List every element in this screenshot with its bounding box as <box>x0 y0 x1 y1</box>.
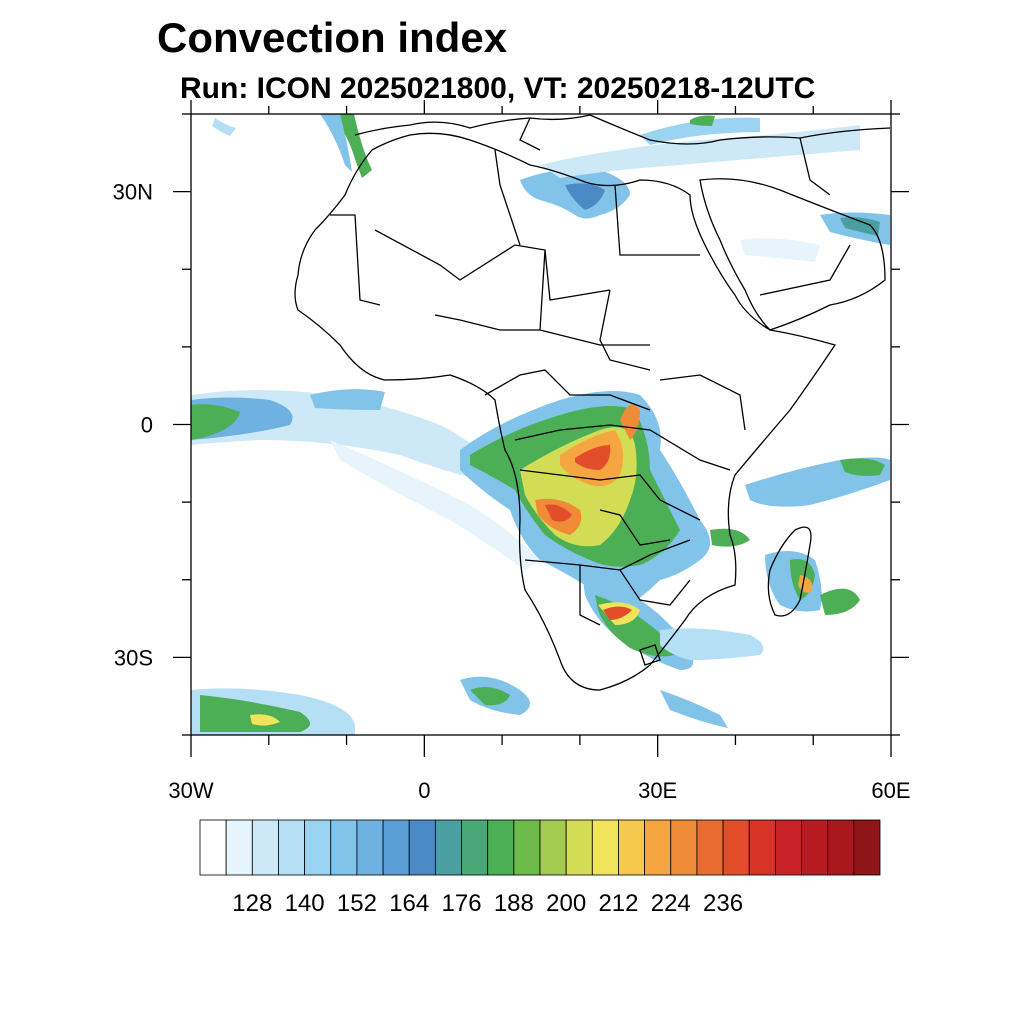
chart-subtitle: Run: ICON 2025021800, VT: 20250218-12UTC <box>180 72 816 105</box>
turkey-levant <box>799 137 831 196</box>
field-patch-s-atlantic-green <box>470 686 510 706</box>
field-patch-indian-green <box>840 458 885 476</box>
axis-ticks: 30N 0 30S 30W 0 30E 60E <box>113 100 911 803</box>
field-patch-congo-red <box>575 445 611 470</box>
field-patch-atlantic-n <box>212 118 236 136</box>
field-patch-gulf-core <box>840 217 880 236</box>
border-sahel <box>374 229 611 301</box>
field-patch-cape-tail <box>660 690 728 728</box>
field-patch-itcz-green <box>191 404 240 440</box>
field-patch-tail <box>330 440 540 570</box>
italy-outline <box>519 117 541 151</box>
colorbar-box <box>853 819 881 876</box>
border-ethiopia <box>659 374 746 431</box>
field-patch-madagascar-orange <box>798 575 813 593</box>
colorbar-box <box>356 819 384 876</box>
border-zambia <box>599 509 671 546</box>
colorbar-label: 176 <box>442 890 482 917</box>
border-botswana-zim <box>619 569 691 606</box>
field-patch-south-red <box>603 606 632 620</box>
lat-tick-label: 30S <box>114 645 153 670</box>
border-algeria-libya <box>494 149 521 246</box>
field-patch-natal <box>660 628 764 660</box>
field-patch-angola-red <box>545 504 572 522</box>
colorbar-box <box>774 819 802 876</box>
colorbar-box <box>696 819 724 876</box>
border-namibia-botswana <box>579 565 601 626</box>
madagascar-outline <box>767 526 812 617</box>
colorbar-box <box>670 819 698 876</box>
colorbar-label: 128 <box>232 890 272 917</box>
colorbar-box <box>618 819 646 876</box>
field-patch-madagascar-east <box>820 588 860 615</box>
border-drc-north <box>514 424 731 471</box>
colorbar-box <box>539 819 567 876</box>
colorbar-label: 140 <box>285 890 325 917</box>
field-patch-mozambique <box>710 528 750 547</box>
border-libya-egypt <box>614 184 700 256</box>
colorbar-label: 200 <box>546 890 586 917</box>
country-borders <box>294 114 891 691</box>
colorbar-box <box>748 819 776 876</box>
chart-title: Convection index <box>157 14 508 61</box>
lon-tick-label: 0 <box>418 778 430 803</box>
colorbar-box <box>801 819 829 876</box>
colorbar-box <box>408 819 436 876</box>
lon-tick-label: 30W <box>168 778 213 803</box>
lon-tick-label: 60E <box>871 778 910 803</box>
colorbar: 128 140 152 164 176 188 200 212 224 236 <box>199 819 881 917</box>
colorbar-box <box>225 819 253 876</box>
field-patch-sw-green <box>200 695 310 732</box>
colorbar-box <box>565 819 593 876</box>
field-patch-uganda <box>620 404 640 440</box>
europe-coast <box>354 114 891 145</box>
africa-outline <box>294 132 837 691</box>
lat-tick-label: 30N <box>113 180 153 205</box>
field-patch-arabia <box>740 238 820 262</box>
colorbar-box <box>487 819 515 876</box>
colorbar-box <box>199 819 227 876</box>
colorbar-box <box>382 819 410 876</box>
colorbar-label: 188 <box>494 890 534 917</box>
field-patch-libya-core <box>565 183 605 210</box>
field-patch-itcz-mid <box>310 389 385 410</box>
border-car-drc <box>484 369 651 411</box>
colorbar-label: 212 <box>598 890 638 917</box>
border-w-sahara <box>330 214 381 306</box>
arabia-outline <box>699 178 886 331</box>
colorbar-box <box>251 819 279 876</box>
colorbar-box <box>278 819 306 876</box>
colorbar-label: 236 <box>703 890 743 917</box>
field-patch-iberia-edge <box>320 114 352 172</box>
colorbar-box <box>513 819 541 876</box>
field-patch-med-east <box>640 117 760 145</box>
border-chad-sudan <box>539 249 650 346</box>
border-angola-drc <box>519 469 701 521</box>
colorbar-box <box>644 819 672 876</box>
field-patch-med-band <box>540 125 860 178</box>
border-niger-nigeria <box>434 314 540 331</box>
colorbar-box <box>434 819 462 876</box>
colorbar-label: 224 <box>651 890 691 917</box>
colorbar-box <box>304 819 332 876</box>
colorbar-label: 152 <box>337 890 377 917</box>
border-saudi-yemen <box>759 244 851 296</box>
convection-field <box>191 114 890 735</box>
colorbar-box <box>827 819 855 876</box>
colorbar-box <box>330 819 358 876</box>
colorbar-box <box>591 819 619 876</box>
border-sudan <box>599 289 651 371</box>
field-patch-med-green <box>690 115 715 126</box>
field-patch-iberia <box>330 114 372 178</box>
border-lesotho <box>639 644 661 666</box>
colorbar-box <box>461 819 489 876</box>
colorbar-box <box>722 819 750 876</box>
colorbar-label: 164 <box>389 890 429 917</box>
field-patch-sw-yellow <box>250 714 280 726</box>
lat-tick-label: 0 <box>141 413 153 438</box>
lon-tick-label: 30E <box>638 778 677 803</box>
